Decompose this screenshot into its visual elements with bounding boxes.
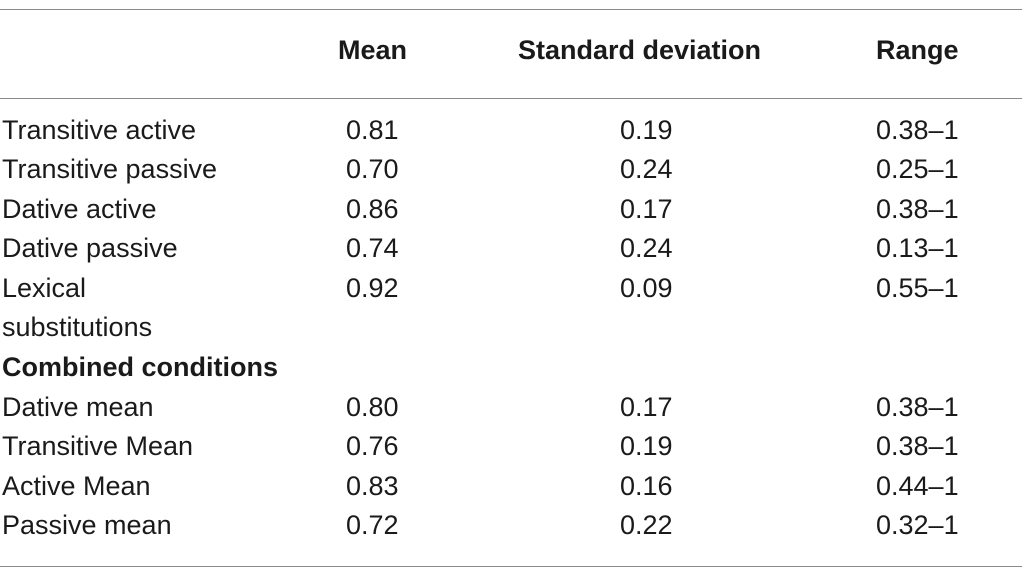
row-mean: 0.76	[346, 431, 399, 461]
row-sd: 0.24	[620, 154, 673, 184]
row-sd: 0.22	[620, 510, 673, 540]
row-mean: 0.70	[346, 154, 399, 184]
section-heading-combined-conditions: Combined conditions	[2, 352, 278, 382]
row-label: Lexical	[2, 273, 87, 303]
row-sd: 0.17	[620, 194, 673, 224]
row-label: Dative passive	[2, 233, 178, 263]
row-sd: 0.19	[620, 431, 673, 461]
row-mean: 0.92	[346, 273, 399, 303]
row-range: 0.32–1	[876, 510, 959, 540]
row-range: 0.44–1	[876, 471, 959, 501]
row-sd: 0.19	[620, 115, 673, 145]
table-top-rule	[0, 9, 1022, 10]
row-label: Dative mean	[2, 392, 154, 422]
row-sd: 0.17	[620, 392, 673, 422]
row-range: 0.25–1	[876, 154, 959, 184]
header-standard-deviation: Standard deviation	[518, 35, 762, 65]
row-mean: 0.81	[346, 115, 399, 145]
row-range: 0.55–1	[876, 273, 959, 303]
row-label: Dative active	[2, 194, 157, 224]
header-mean: Mean	[338, 35, 408, 65]
row-sd: 0.16	[620, 471, 673, 501]
row-range: 0.13–1	[876, 233, 959, 263]
row-label: Passive mean	[2, 510, 172, 540]
table-bottom-rule	[0, 566, 1022, 567]
row-range: 0.38–1	[876, 431, 959, 461]
row-mean: 0.83	[346, 471, 399, 501]
row-label: Transitive Mean	[2, 431, 194, 461]
row-label: Transitive active	[2, 115, 197, 145]
row-mean: 0.80	[346, 392, 399, 422]
row-label: Transitive passive	[2, 154, 218, 184]
row-mean: 0.72	[346, 510, 399, 540]
row-label: Active Mean	[2, 471, 151, 501]
row-sd: 0.24	[620, 233, 673, 263]
row-mean: 0.74	[346, 233, 399, 263]
row-label-continuation: substitutions	[2, 312, 153, 342]
row-range: 0.38–1	[876, 194, 959, 224]
header-range: Range	[876, 35, 959, 65]
row-range: 0.38–1	[876, 392, 959, 422]
row-sd: 0.09	[620, 273, 673, 303]
row-range: 0.38–1	[876, 115, 959, 145]
table-header-rule	[0, 98, 1022, 99]
row-mean: 0.86	[346, 194, 399, 224]
